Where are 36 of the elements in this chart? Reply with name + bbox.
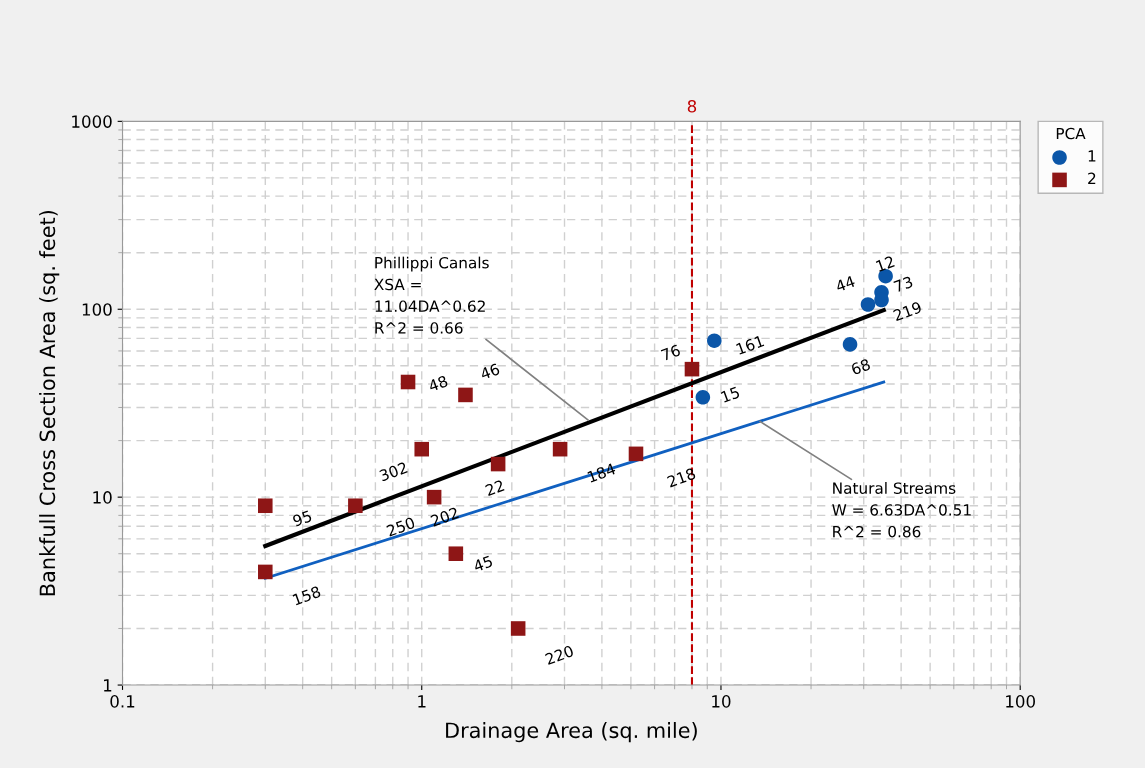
x-tick-label: 1 (418, 695, 426, 708)
annotation: 220 (544, 644, 575, 666)
annotation: 15 (720, 386, 741, 403)
annotation: 68 (850, 358, 871, 376)
annotation: Phillippi Canals XSA = 11.04DA^0.62 R^2 = 0.66 (374, 256, 489, 334)
annotation: 158 (292, 585, 322, 606)
legend-label: 1 (1088, 150, 1096, 162)
annotation: 22 (484, 479, 505, 496)
annotation: 46 (479, 363, 501, 380)
legend-title: PCA (1056, 127, 1086, 140)
annotation: 76 (660, 344, 681, 361)
ref-line-label: 8 (687, 99, 697, 113)
y-tick-label: 1000 (72, 115, 112, 128)
annotation: Natural Streams W = 6.63DA^0.51 R^2 = 0.86 (832, 482, 971, 538)
annotation: 12 (875, 255, 895, 272)
annotation: 302 (378, 461, 408, 482)
annotation: 45 (472, 555, 494, 573)
x-tick-label: 0.1 (110, 695, 135, 708)
y-axis-title: Bankfull Cross Section Area (sq. feet) (39, 210, 60, 596)
annotation: 48 (427, 375, 449, 393)
x-axis-title: Drainage Area (sq. mile) (446, 722, 697, 743)
annotation: 95 (292, 510, 313, 527)
y-tick-label: 10 (93, 491, 112, 504)
annotation: 161 (735, 335, 765, 355)
annotation: 202 (430, 506, 460, 527)
annotation: 219 (892, 301, 923, 322)
y-tick-label: 1 (104, 679, 112, 692)
annotation: 184 (587, 462, 617, 483)
annotation: 218 (666, 467, 697, 488)
legend-label: 2 (1088, 172, 1096, 184)
annotation: 250 (386, 516, 416, 537)
y-tick-label: 100 (82, 303, 112, 316)
x-tick-label: 10 (712, 695, 731, 708)
annotation: 73 (893, 275, 914, 293)
x-tick-label: 100 (1006, 695, 1035, 708)
annotation: 44 (834, 275, 856, 293)
